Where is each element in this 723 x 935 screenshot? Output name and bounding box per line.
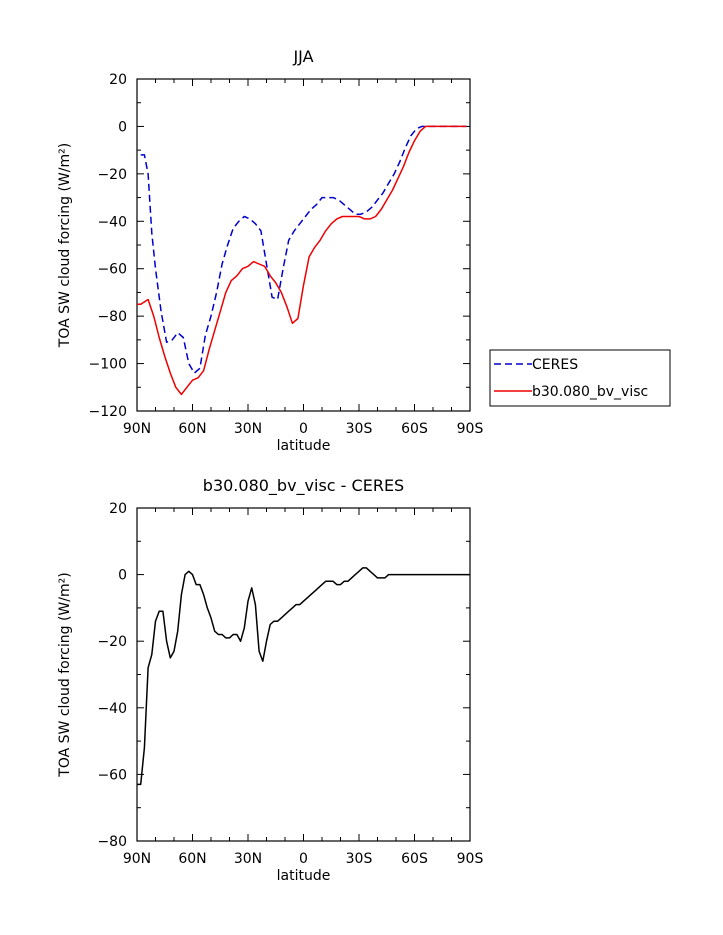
x-tick-label: 60S <box>401 421 428 437</box>
x-tick-label: 30N <box>234 421 262 437</box>
x-tick-label: 60S <box>401 851 428 867</box>
plot-frame <box>136 78 471 412</box>
y-tick-label: 0 <box>118 568 127 584</box>
x-tick-label: 60N <box>178 851 206 867</box>
y-tick-label: −20 <box>97 634 127 650</box>
chart-jja: JJA 90N 60N 30N 0 30S 60S 90S 20 0 −20 −40 −60 −80 −10… <box>57 47 671 454</box>
x-tick-label: 90S <box>457 851 484 867</box>
legend-label: CERES <box>532 357 578 373</box>
series-line-1 <box>137 125 467 396</box>
x-tick-label: 0 <box>299 851 308 867</box>
y-tick-label: −100 <box>89 357 127 373</box>
y-axis-label: TOA SW cloud forcing (W/m²) <box>57 572 73 777</box>
x-tick-label: 30N <box>234 851 262 867</box>
x-axis-label: latitude <box>277 868 331 884</box>
y-tick-label: −120 <box>89 404 127 420</box>
y-tick-label: 0 <box>118 119 127 135</box>
x-tick-label: 90N <box>123 421 151 437</box>
y-tick-label: −60 <box>97 262 127 278</box>
y-tick-label: −60 <box>97 767 127 783</box>
x-axis-label: latitude <box>277 438 331 454</box>
legend: CERES b30.080_bv_visc <box>489 349 671 407</box>
y-tick-label: −80 <box>97 309 127 325</box>
series-line-0 <box>137 567 470 786</box>
y-tick-label: −40 <box>97 214 127 230</box>
series-line-0 <box>140 125 467 374</box>
y-tick-label: −20 <box>97 167 127 183</box>
x-tick-label: 0 <box>299 421 308 437</box>
x-tick-label: 30S <box>346 851 373 867</box>
chart-title: JJA <box>292 47 313 66</box>
y-tick-label: 20 <box>109 501 127 517</box>
x-tick-label: 60N <box>178 421 206 437</box>
y-axis-label: TOA SW cloud forcing (W/m²) <box>57 143 73 348</box>
y-tick-label: −80 <box>97 834 127 850</box>
plot-frame <box>136 507 471 842</box>
y-tick-label: −40 <box>97 701 127 717</box>
x-tick-label: 90S <box>457 421 484 437</box>
x-tick-label: 90N <box>123 851 151 867</box>
x-tick-label: 30S <box>346 421 373 437</box>
legend-label: b30.080_bv_visc <box>532 384 648 400</box>
chart-difference: b30.080_bv_visc - CERES 90N 60N 30N 0 30S 60S 9… <box>57 476 483 884</box>
y-tick-label: 20 <box>109 72 127 88</box>
chart-title: b30.080_bv_visc - CERES <box>203 476 404 496</box>
legend-box <box>489 349 671 407</box>
